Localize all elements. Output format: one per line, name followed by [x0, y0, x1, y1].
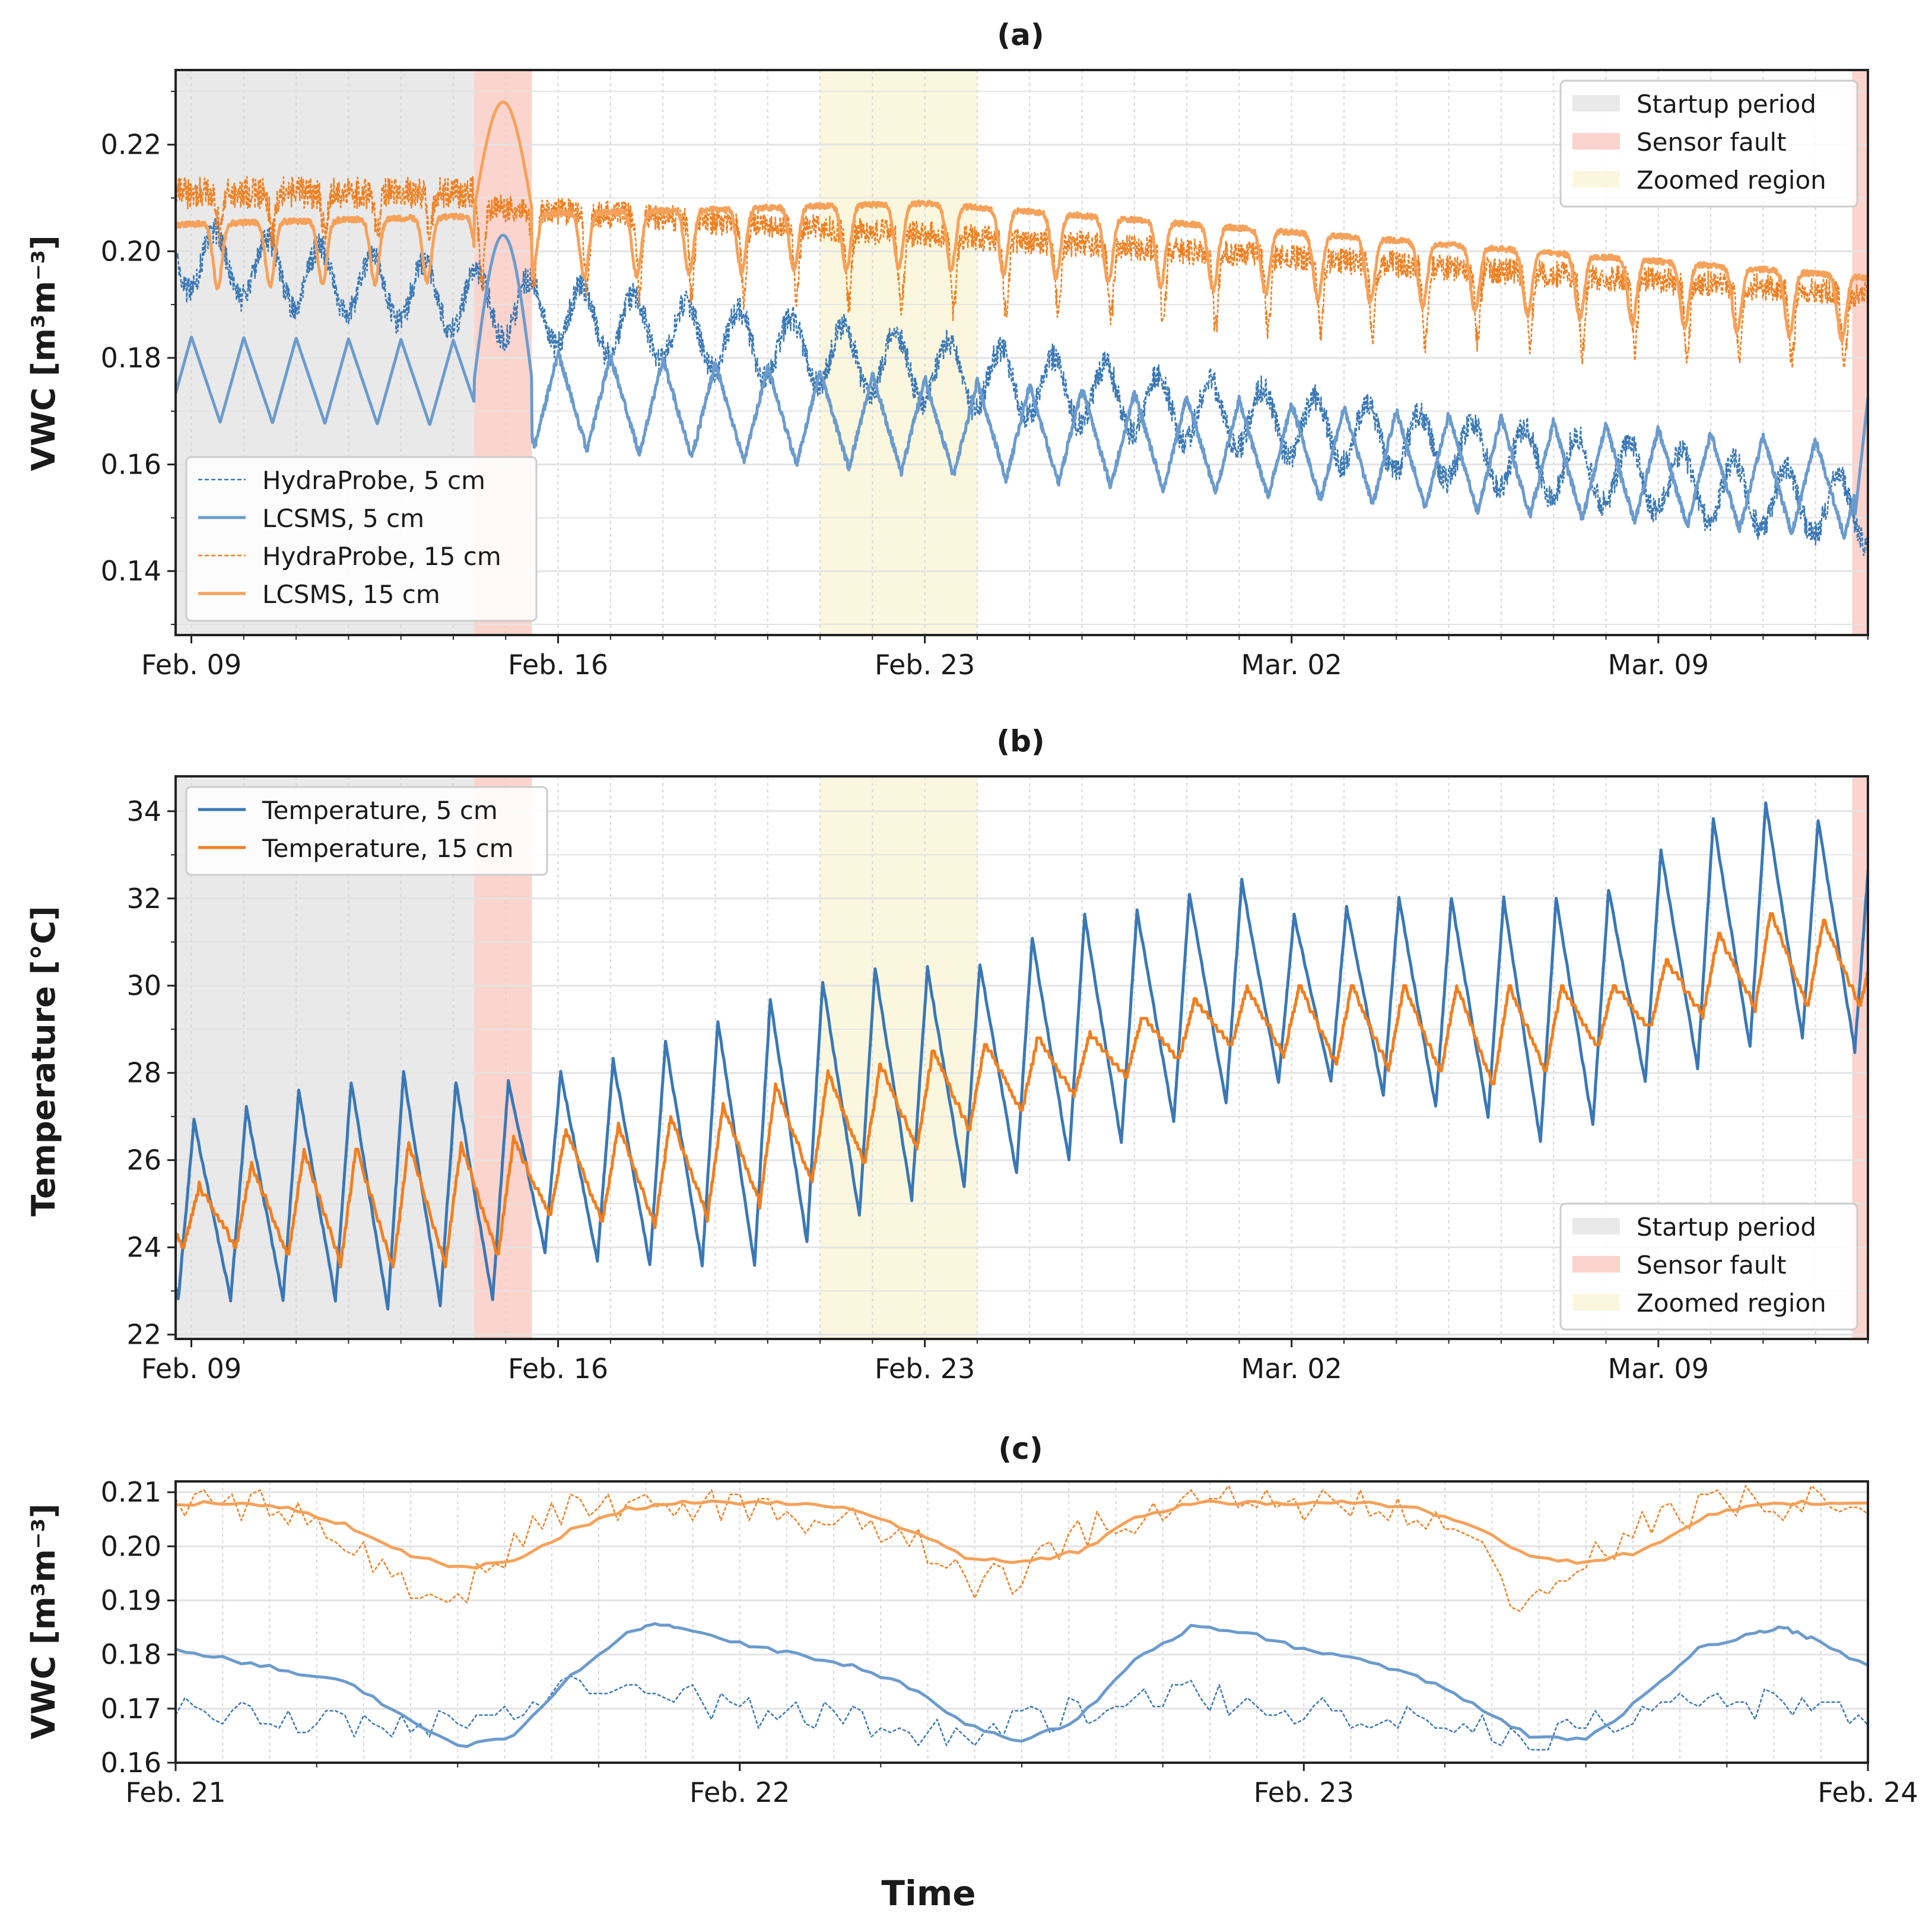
- series-temperature-5cm: [176, 801, 1868, 1311]
- legend-swatch: [1572, 95, 1620, 112]
- y-tick-label: 0.18: [101, 342, 161, 374]
- x-tick-label: Feb. 16: [508, 649, 608, 681]
- x-tick-label: Feb. 24: [1817, 1776, 1918, 1808]
- legend-label: Sensor fault: [1637, 128, 1787, 157]
- shared-xlabel: Time: [881, 1873, 975, 1913]
- legend-label: Temperature, 5 cm: [262, 796, 498, 825]
- series-hydraprobe-5cm-zoom: [176, 1675, 1868, 1751]
- y-tick-label: 0.21: [101, 1476, 161, 1508]
- axes-frame: [174, 69, 1869, 636]
- series-temperature-15cm: [176, 912, 1868, 1269]
- x-tick-label: Feb. 22: [689, 1776, 790, 1808]
- panel-c-plot: 0.16 0.17 0.18 0.19 0.20 0.21 Feb. 21 Feb. 22 Fe…: [101, 1476, 1918, 1808]
- legend-box: [185, 456, 538, 622]
- x-tick-label: Mar. 09: [1608, 1353, 1709, 1385]
- legend-swatch: [1572, 133, 1620, 150]
- legend-swatch: [1572, 1218, 1620, 1234]
- y-tick-label: 0.17: [101, 1693, 161, 1725]
- legend-periods-b: Startup period Sensor fault Zoomed region: [1559, 1202, 1858, 1331]
- legend-box: [1559, 1202, 1858, 1331]
- panel-a-ylabel: VWC [m³m⁻³]: [25, 235, 62, 471]
- series-hydraprobe-5cm: [176, 218, 1868, 556]
- legend-vwc-series: HydraProbe, 5 cm LCSMS, 5 cm HydraProbe, 1…: [185, 456, 538, 622]
- x-tick-label: Mar. 02: [1241, 649, 1342, 681]
- plot-area-a: [176, 70, 1868, 635]
- x-tick-label: Feb. 09: [141, 1353, 242, 1385]
- y-tick-label: 0.19: [101, 1585, 161, 1617]
- y-tick-label: 22: [126, 1319, 161, 1351]
- legend-label: LCSMS, 5 cm: [262, 504, 424, 533]
- legend-label: Zoomed region: [1637, 1289, 1826, 1318]
- legend-box: [1559, 80, 1858, 208]
- series-hydraprobe-15cm: [176, 176, 1868, 369]
- panel-a-plot: 0.14 0.16 0.18 0.20 0.22 Feb. 09 Feb. 16 Feb. 2…: [101, 69, 1869, 681]
- legend-swatch: [1572, 171, 1620, 188]
- legend-label: Startup period: [1637, 90, 1816, 119]
- y-tick-label: 0.20: [101, 235, 161, 267]
- y-tick-label: 0.14: [101, 555, 161, 587]
- legend-label: HydraProbe, 15 cm: [262, 542, 501, 571]
- y-tick-label: 0.16: [101, 449, 161, 481]
- series-lcsms-5cm: [176, 233, 1868, 540]
- panel-b-ylabel: Temperature [°C]: [25, 906, 62, 1216]
- y-tick-label: 30: [126, 970, 161, 1002]
- axes-frame: [174, 775, 1869, 1340]
- legend-label: HydraProbe, 5 cm: [262, 466, 485, 495]
- x-tick-label: Mar. 02: [1241, 1353, 1342, 1385]
- panel-c-ylabel: VWC [m³m⁻³]: [25, 1503, 62, 1740]
- x-tick-label: Feb. 23: [1254, 1776, 1354, 1808]
- y-tick-label: 26: [126, 1144, 161, 1176]
- legend-label: Zoomed region: [1637, 166, 1826, 195]
- panel-b-title: (b): [996, 724, 1045, 759]
- panel-b-plot: 22 24 26 28 30 32 34 Feb. 09 Feb. 16 Feb. 23 Mar. …: [126, 775, 1869, 1385]
- zoom-band: [820, 776, 977, 1339]
- x-tick-label: Mar. 09: [1608, 649, 1709, 681]
- series-lcsms-5cm-zoom: [176, 1622, 1868, 1748]
- legend-label: Sensor fault: [1637, 1251, 1787, 1280]
- x-tick-label: Feb. 09: [141, 649, 242, 681]
- panel-c-title: (c): [998, 1432, 1043, 1466]
- series-lcsms-15cm: [176, 100, 1868, 342]
- legend-box: [185, 786, 548, 876]
- y-tick-label: 24: [126, 1232, 161, 1264]
- y-tick-label: 28: [126, 1057, 161, 1089]
- legend-label: Startup period: [1637, 1213, 1816, 1242]
- legend-swatch: [1572, 1294, 1620, 1310]
- y-tick-label: 34: [126, 795, 161, 827]
- y-tick-label: 0.20: [101, 1530, 161, 1562]
- x-tick-label: Feb. 23: [875, 1353, 975, 1385]
- legend-label: LCSMS, 15 cm: [262, 580, 440, 609]
- series-lcsms-15cm-zoom: [176, 1499, 1868, 1570]
- y-tick-label: 0.18: [101, 1639, 161, 1671]
- legend-temperature-series: Temperature, 5 cm Temperature, 15 cm: [185, 786, 548, 876]
- panel-a-title: (a): [997, 18, 1044, 52]
- legend-label: Temperature, 15 cm: [262, 834, 514, 863]
- x-tick-label: Feb. 21: [125, 1776, 225, 1808]
- x-tick-label: Feb. 23: [875, 649, 975, 681]
- x-tick-label: Feb. 16: [508, 1353, 608, 1385]
- plot-area-c: [176, 1481, 1868, 1763]
- legend-periods-a: Startup period Sensor fault Zoomed region: [1559, 80, 1858, 208]
- y-tick-label: 32: [126, 883, 161, 915]
- legend-swatch: [1572, 1256, 1620, 1272]
- y-tick-label: 0.16: [101, 1747, 161, 1779]
- series-hydraprobe-15cm-zoom: [176, 1485, 1868, 1613]
- y-tick-label: 0.22: [101, 129, 161, 161]
- zoom-band: [820, 70, 977, 635]
